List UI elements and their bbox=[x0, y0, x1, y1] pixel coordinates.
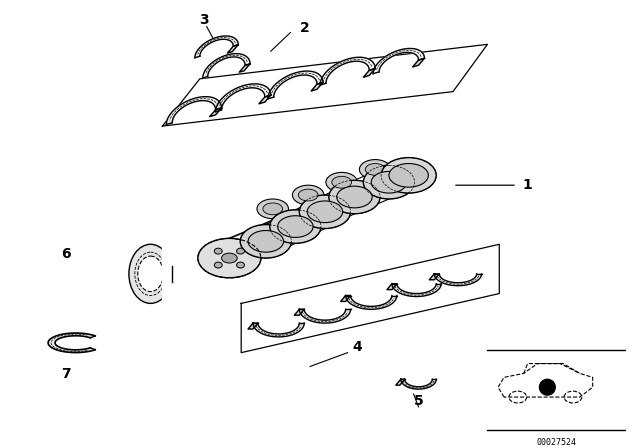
Text: 7: 7 bbox=[61, 367, 70, 381]
Polygon shape bbox=[435, 274, 481, 286]
Polygon shape bbox=[392, 284, 441, 297]
Polygon shape bbox=[210, 108, 221, 116]
Polygon shape bbox=[163, 242, 190, 306]
Polygon shape bbox=[259, 95, 271, 104]
Polygon shape bbox=[346, 296, 397, 309]
Polygon shape bbox=[340, 296, 351, 302]
Ellipse shape bbox=[300, 195, 351, 228]
Polygon shape bbox=[253, 323, 304, 337]
Ellipse shape bbox=[307, 201, 342, 223]
Ellipse shape bbox=[138, 256, 163, 292]
Ellipse shape bbox=[389, 164, 428, 187]
Ellipse shape bbox=[270, 210, 321, 243]
Polygon shape bbox=[268, 71, 323, 99]
Ellipse shape bbox=[198, 238, 261, 278]
Ellipse shape bbox=[214, 262, 222, 268]
Ellipse shape bbox=[237, 248, 244, 254]
Polygon shape bbox=[166, 97, 221, 125]
Ellipse shape bbox=[292, 185, 324, 205]
Circle shape bbox=[540, 379, 556, 395]
Ellipse shape bbox=[278, 216, 313, 237]
Text: 3: 3 bbox=[199, 13, 209, 27]
Text: 2: 2 bbox=[300, 21, 310, 34]
Ellipse shape bbox=[257, 199, 289, 219]
Polygon shape bbox=[248, 323, 258, 329]
Polygon shape bbox=[216, 84, 271, 112]
Ellipse shape bbox=[214, 248, 222, 254]
Polygon shape bbox=[413, 58, 424, 67]
Ellipse shape bbox=[337, 186, 372, 208]
Ellipse shape bbox=[298, 189, 318, 201]
Polygon shape bbox=[387, 284, 397, 289]
Ellipse shape bbox=[365, 164, 385, 175]
Polygon shape bbox=[195, 36, 238, 58]
Polygon shape bbox=[294, 309, 304, 315]
Text: 5: 5 bbox=[413, 394, 424, 408]
Ellipse shape bbox=[240, 224, 291, 258]
Text: 1: 1 bbox=[522, 178, 532, 192]
Text: 4: 4 bbox=[353, 340, 362, 354]
Ellipse shape bbox=[326, 172, 357, 192]
Polygon shape bbox=[300, 309, 351, 323]
Ellipse shape bbox=[263, 203, 283, 215]
Polygon shape bbox=[239, 64, 250, 72]
Ellipse shape bbox=[221, 253, 237, 263]
Polygon shape bbox=[311, 82, 323, 91]
Ellipse shape bbox=[364, 165, 415, 199]
Polygon shape bbox=[227, 45, 238, 53]
Polygon shape bbox=[401, 379, 436, 389]
Ellipse shape bbox=[248, 231, 284, 252]
Ellipse shape bbox=[381, 158, 436, 193]
Polygon shape bbox=[373, 48, 424, 73]
Ellipse shape bbox=[371, 172, 406, 193]
Ellipse shape bbox=[332, 177, 351, 188]
Polygon shape bbox=[429, 274, 439, 280]
Polygon shape bbox=[48, 333, 95, 353]
Polygon shape bbox=[396, 379, 404, 385]
Polygon shape bbox=[203, 54, 250, 78]
Text: 00027524: 00027524 bbox=[536, 438, 577, 448]
Ellipse shape bbox=[129, 244, 172, 303]
Polygon shape bbox=[320, 57, 375, 85]
Ellipse shape bbox=[360, 159, 391, 179]
Text: 6: 6 bbox=[61, 247, 70, 261]
Ellipse shape bbox=[237, 262, 244, 268]
Polygon shape bbox=[364, 69, 375, 77]
Ellipse shape bbox=[329, 180, 380, 214]
